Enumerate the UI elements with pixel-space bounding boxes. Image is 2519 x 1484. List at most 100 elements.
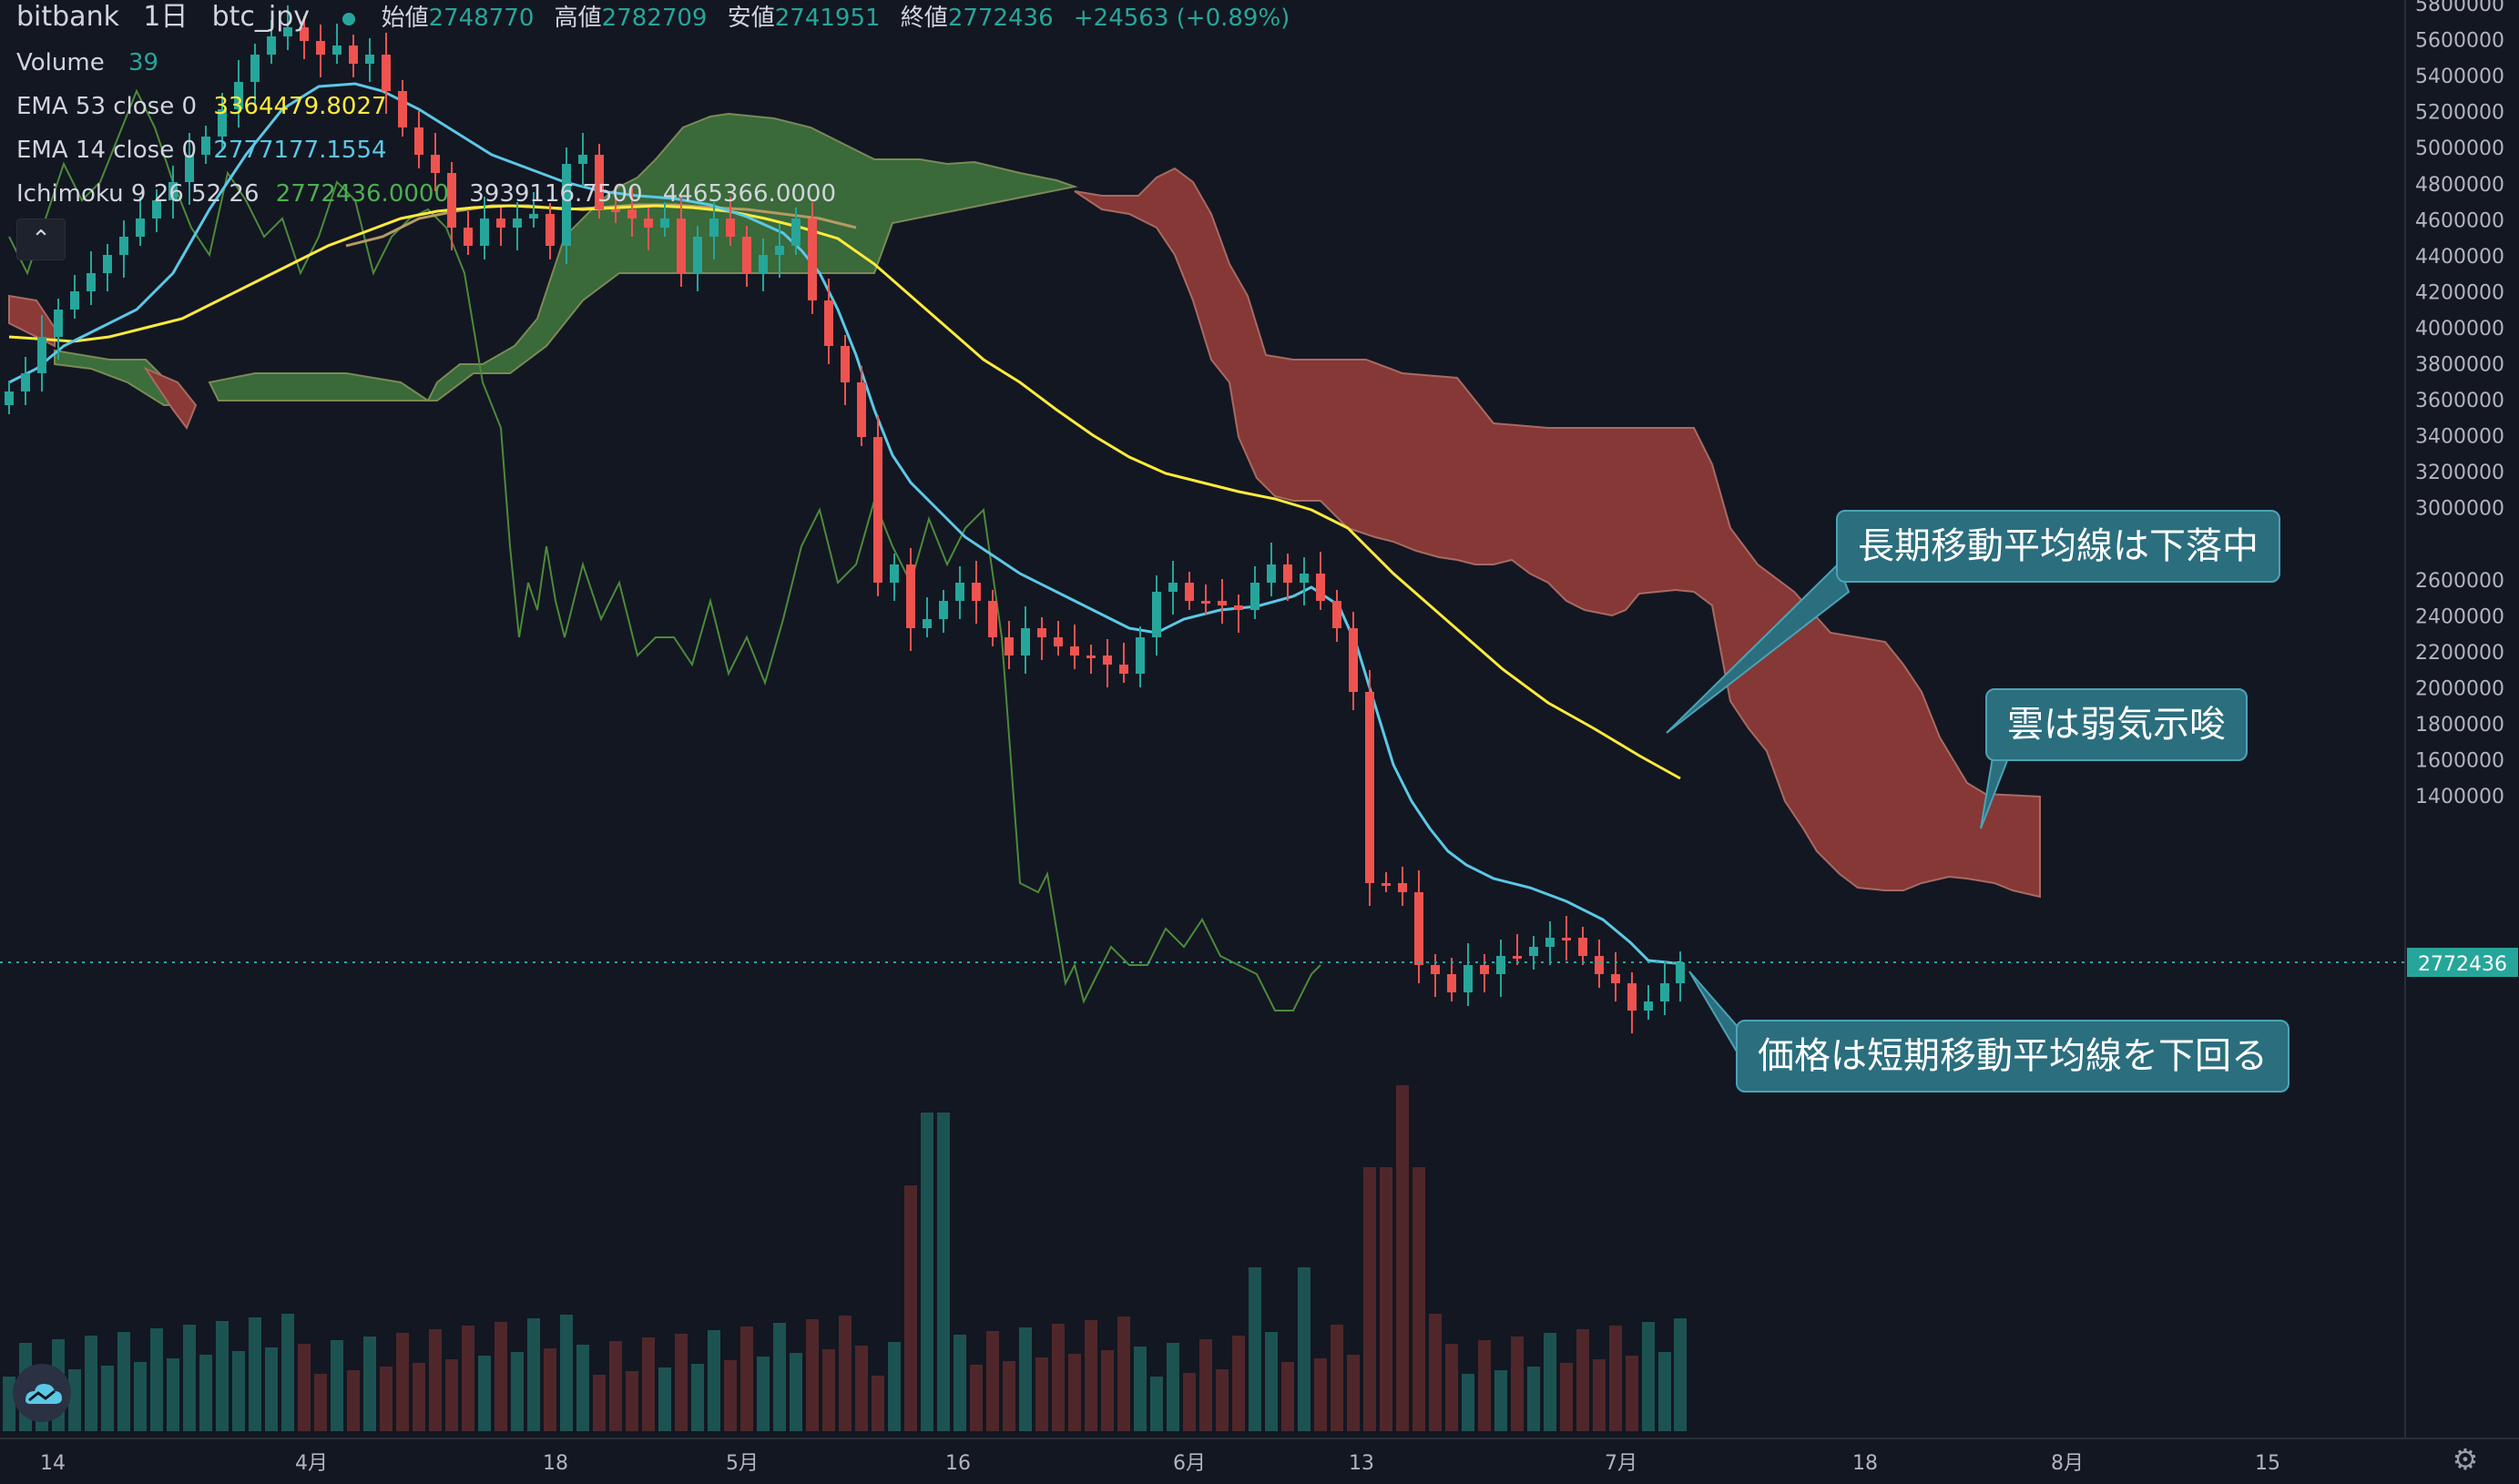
- candle-body: [87, 273, 96, 291]
- volume-bar: [1363, 1167, 1376, 1431]
- volume-bar: [724, 1360, 737, 1431]
- candle-body: [1119, 665, 1128, 674]
- volume-legend-label: Volume: [16, 49, 105, 76]
- ema14-legend[interactable]: EMA 14 close 0 2777177.1554: [16, 135, 387, 166]
- legend-collapse-button[interactable]: ⌃: [16, 219, 66, 260]
- candle-body: [1300, 574, 1309, 583]
- candle-body: [1447, 974, 1456, 992]
- candle-body: [464, 228, 473, 246]
- volume-bar: [150, 1328, 163, 1431]
- candle-body: [841, 346, 850, 382]
- ichimoku-cloud-bullish: [208, 112, 1078, 402]
- volume-bar: [1544, 1333, 1556, 1431]
- volume-legend[interactable]: Volume 39: [16, 47, 158, 78]
- interval-label[interactable]: 1日: [143, 1, 189, 33]
- candle-body: [988, 601, 997, 637]
- candle-body: [1103, 656, 1112, 665]
- candle-body: [300, 27, 309, 41]
- candle-body: [1595, 956, 1604, 974]
- price-tick-label: 1600000: [2415, 750, 2504, 773]
- volume-bar: [986, 1331, 999, 1431]
- volume-bar: [675, 1334, 688, 1431]
- candle-body: [103, 255, 112, 273]
- candle-body: [480, 219, 489, 246]
- price-tick-label: 3000000: [2415, 498, 2504, 521]
- volume-bar: [904, 1185, 917, 1431]
- candle-body: [742, 237, 751, 273]
- ohlc-open-label: 始値: [381, 5, 429, 32]
- candle-body: [54, 310, 63, 337]
- volume-bar: [1068, 1354, 1081, 1431]
- candle-body: [1382, 883, 1391, 886]
- candle-body: [70, 291, 79, 310]
- candle-body: [1529, 947, 1538, 956]
- volume-bar: [1216, 1369, 1229, 1431]
- volume-bar: [331, 1340, 343, 1431]
- candle-body: [1005, 637, 1014, 656]
- volume-bar: [527, 1318, 540, 1431]
- candle-body: [431, 155, 440, 173]
- volume-bar: [1494, 1370, 1507, 1431]
- candle-body: [1676, 962, 1685, 983]
- time-axis[interactable]: 14 4月 18 5月 16 6月 13 7月 18 8月 15: [40, 1452, 2280, 1475]
- volume-bar: [396, 1333, 409, 1431]
- ichimoku-cloud-bearish-left: [8, 294, 198, 431]
- last-price-tag: [2407, 948, 2518, 977]
- volume-bar: [593, 1375, 606, 1431]
- volume-bar: [560, 1315, 573, 1431]
- price-tick-label: 4000000: [2415, 318, 2504, 341]
- tradingview-cloud-icon[interactable]: [13, 1364, 71, 1422]
- candle-body: [234, 82, 243, 109]
- volume-bar: [249, 1317, 261, 1431]
- price-tick-label: 3800000: [2415, 354, 2504, 377]
- candle-body: [923, 619, 932, 628]
- candle-body: [1463, 965, 1473, 992]
- time-tick-label: 14: [40, 1452, 66, 1475]
- volume-bar: [1101, 1350, 1114, 1431]
- ema14-legend-value: 2777177.1554: [213, 137, 387, 164]
- callout-pointer-price: [1688, 971, 1740, 1060]
- price-tick-label: 3200000: [2415, 462, 2504, 484]
- candle-body: [1513, 956, 1522, 959]
- candle-body: [627, 209, 637, 219]
- candle-body: [349, 46, 358, 64]
- volume-bar: [1576, 1329, 1589, 1431]
- candle-body: [1480, 965, 1489, 974]
- volume-bar: [708, 1330, 720, 1431]
- candle-body: [677, 219, 686, 273]
- price-axis[interactable]: 5800000 5600000 5400000 5200000 5000000 48000…: [2415, 0, 2504, 808]
- candle-body: [972, 583, 981, 601]
- candle-body: [939, 601, 948, 619]
- price-tick-label: 1800000: [2415, 714, 2504, 737]
- gear-icon[interactable]: ⚙: [2452, 1442, 2479, 1477]
- price-tick-label: 1400000: [2415, 786, 2504, 808]
- exchange-name: bitbank: [16, 1, 119, 33]
- candle-body: [595, 155, 604, 209]
- ema53-legend[interactable]: EMA 53 close 0 3364479.8027: [16, 91, 387, 122]
- candle-body: [1283, 564, 1292, 583]
- volume-bar: [1560, 1363, 1573, 1431]
- candle-body: [332, 46, 342, 55]
- candlesticks: [5, 5, 1685, 1033]
- candle-body: [1611, 974, 1620, 983]
- volume-bar: [576, 1345, 589, 1431]
- volume-bar: [1593, 1359, 1606, 1431]
- callout-ema53-falling: 長期移動平均線は下落中: [1836, 510, 2280, 583]
- volume-bar: [1462, 1374, 1474, 1431]
- volume-bar: [85, 1336, 97, 1431]
- volume-bar: [1150, 1377, 1163, 1431]
- volume-bar: [970, 1365, 983, 1431]
- symbol-header[interactable]: bitbank 1日 btc_jpy 始値2748770 高値2782709 安…: [16, 2, 1290, 34]
- volume-bar: [855, 1346, 868, 1431]
- volume-bar: [740, 1326, 753, 1431]
- price-change: +24563 (+0.89%): [1073, 5, 1290, 32]
- ema53-legend-label: EMA 53 close 0: [16, 93, 198, 120]
- ichimoku-legend[interactable]: Ichimoku 9 26 52 26 2772436.0000 3939116…: [16, 178, 836, 209]
- candle-body: [250, 55, 260, 82]
- volume-bar: [954, 1335, 966, 1431]
- time-tick-label: 15: [2255, 1452, 2280, 1475]
- price-tick-label: 4600000: [2415, 209, 2504, 232]
- candle-body: [447, 173, 456, 228]
